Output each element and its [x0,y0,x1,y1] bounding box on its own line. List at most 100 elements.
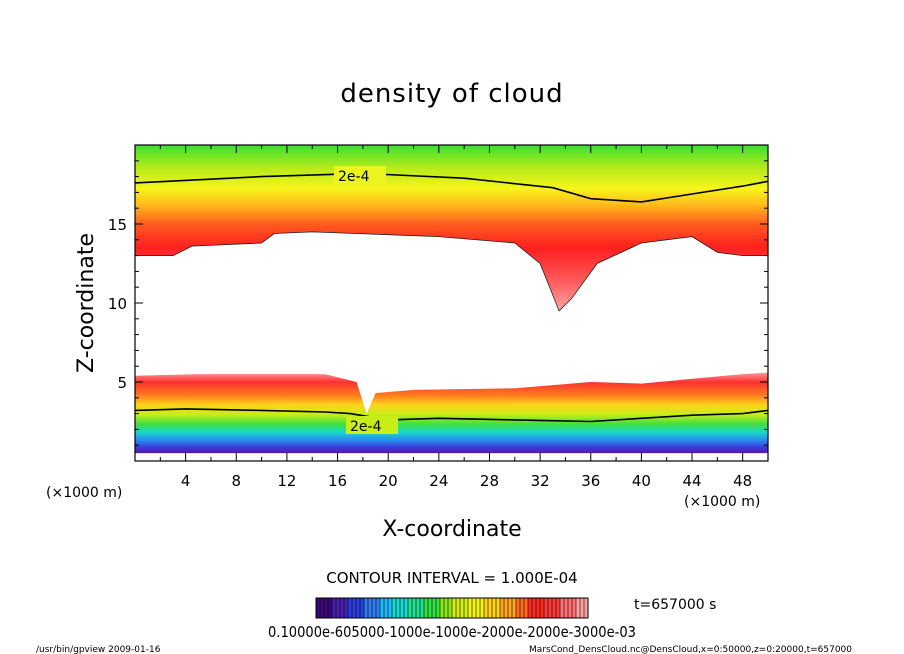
colorbar-segment [408,598,413,618]
colorbar-segment [572,598,577,618]
colorbar-segment [344,598,349,618]
contour-label-lower-bg [346,416,398,434]
x-unit-right: (×1000 m) [684,494,760,510]
colorbar-segment [492,598,497,618]
colorbar-segment [580,598,585,618]
colorbar-segment [416,598,421,618]
colorbar-segment [576,598,581,618]
colorbar-segment [440,598,445,618]
x-axis-label: X-coordinate [382,517,521,542]
upper-cloud-edge [135,231,768,312]
colorbar-segment [336,598,341,618]
colorbar-segment [436,598,441,618]
colorbar-segment [412,598,417,618]
colorbar-segment [452,598,457,618]
contour-label-upper: 2e-4 [338,169,370,185]
colorbar-segment [496,598,501,618]
colorbar-segment [584,598,589,618]
x-tick-label: 16 [328,472,347,490]
colorbar-segment [460,598,465,618]
colorbar-segment [516,598,521,618]
x-tick-label: 28 [480,472,499,490]
colorbar-segment [360,598,365,618]
y-tick-label: 15 [108,216,127,234]
colorbar-segment [328,598,333,618]
colorbar-segment [548,598,553,618]
colorbar-segment [536,598,541,618]
colorbar-segment [520,598,525,618]
contour-label-upper-bg [334,166,386,184]
colorbar-segment [320,598,325,618]
x-tick-label: 20 [379,472,398,490]
x-tick-label: 8 [232,472,242,490]
colorbar-segment [508,598,513,618]
x-tick-label: 40 [632,472,651,490]
x-tick-label: 12 [277,472,296,490]
colorbar-segment [568,598,573,618]
x-tick-label: 4 [181,472,191,490]
colorbar-segment [420,598,425,618]
colorbar-segment [384,598,389,618]
colorbar-segment [372,598,377,618]
colorbar-segment [504,598,509,618]
colorbar-segment [528,598,533,618]
colorbar-segment [524,598,529,618]
colorbar-segment [332,598,337,618]
contour-interval: CONTOUR INTERVAL = 1.000E-04 [326,569,577,587]
y-tick-label: 10 [108,295,127,313]
colorbar-segment [464,598,469,618]
colorbar-segment [480,598,485,618]
y-axis-label: Z-coordinate [74,233,99,373]
colorbar-segment [512,598,517,618]
colorbar-segment [500,598,505,618]
colorbar [315,598,589,618]
y-axis-ticks: 5 10 15 [108,160,768,446]
y-tick-label: 5 [117,374,127,392]
colorbar-segment [476,598,481,618]
colorbar-frame [315,597,589,619]
footer-right: MarsCond_DensCloud.nc@DensCloud,x=0:5000… [529,645,852,654]
colorbar-segment [552,598,557,618]
footer-left: /usr/bin/gpview 2009-01-16 [36,645,161,654]
x-tick-label: 24 [429,472,448,490]
x-tick-label: 44 [682,472,701,490]
colorbar-segment [544,598,549,618]
colorbar-segment [468,598,473,618]
colorbar-segment [368,598,373,618]
colorbar-segment [400,598,405,618]
colorbar-segment [352,598,357,618]
colorbar-segment [472,598,477,618]
contour-line-upper [135,172,768,203]
colorbar-segment [340,598,345,618]
chart-title: density of cloud [340,79,563,109]
colorbar-segment [448,598,453,618]
x-axis-ticks: 4 8 12 16 20 24 28 32 36 40 44 48 [159,145,752,490]
colorbar-segment [316,598,321,618]
colorbar-segment [392,598,397,618]
colorbar-segment [348,598,353,618]
x-tick-label: 48 [733,472,752,490]
colorbar-segment [424,598,429,618]
colorbar-segment [396,598,401,618]
colorbar-segment [556,598,561,618]
upper-cloud-layer [135,145,768,311]
colorbar-segment [444,598,449,618]
colorbar-segment [484,598,489,618]
colorbar-segment [380,598,385,618]
colorbar-segment [488,598,493,618]
colorbar-segment [364,598,369,618]
colorbar-segment [540,598,545,618]
lower-cloud-layer [135,372,768,454]
colorbar-segment [428,598,433,618]
colorbar-segment [356,598,361,618]
colorbar-segment [324,598,329,618]
colorbar-segment [564,598,569,618]
colorbar-segment [388,598,393,618]
colorbar-segment [560,598,565,618]
contour-label-lower: 2e-4 [350,419,382,435]
contour-line-lower [135,408,768,423]
colorbar-labels: 0.10000e-605000-1000e-1000e-2000e-2000e-… [268,623,636,641]
colorbar-segment [532,598,537,618]
colorbar-segment [376,598,381,618]
